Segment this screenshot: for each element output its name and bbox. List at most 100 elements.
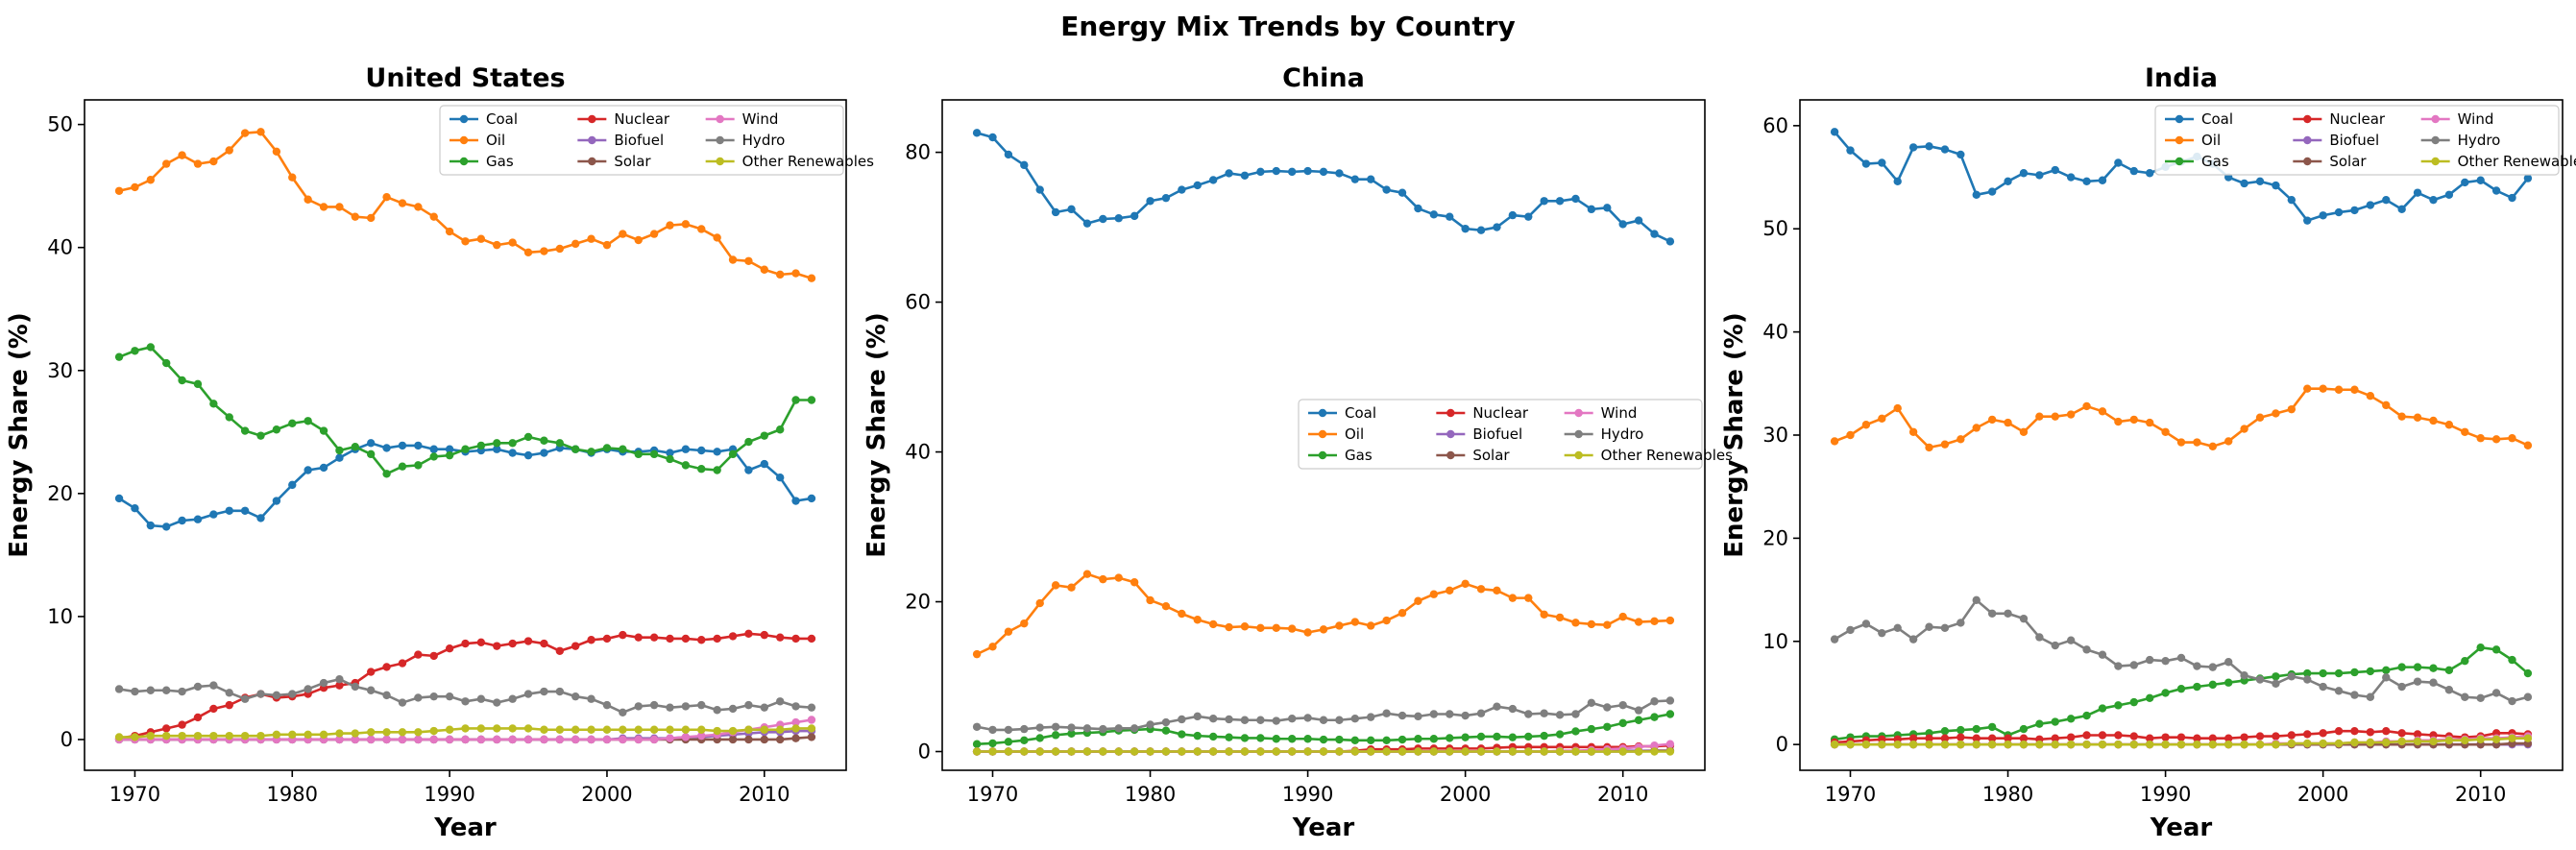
- data-point: [272, 730, 281, 740]
- data-point: [1429, 210, 1439, 219]
- data-point: [1051, 747, 1060, 756]
- data-point: [1256, 747, 1265, 756]
- data-point: [461, 735, 470, 744]
- data-point: [1940, 623, 1950, 633]
- data-point: [2035, 740, 2044, 749]
- data-point: [461, 724, 470, 733]
- data-point: [476, 441, 486, 450]
- data-point: [366, 439, 376, 448]
- data-point: [972, 740, 982, 748]
- data-point: [1476, 747, 1486, 756]
- data-point: [744, 437, 753, 447]
- data-point: [1082, 570, 1092, 578]
- legend: Coal Oil Gas Nuclear Biofuel Solar Wind Hydro Ot…: [439, 105, 874, 176]
- data-point: [114, 733, 124, 741]
- data-point: [634, 725, 643, 734]
- data-point: [131, 733, 139, 741]
- data-point: [602, 634, 612, 644]
- data-point: [728, 704, 738, 714]
- data-point: [1571, 710, 1580, 718]
- x-axis-label: Year: [2150, 814, 2213, 842]
- data-point: [382, 735, 391, 744]
- data-point: [972, 722, 982, 731]
- legend-item-hydro: Hydro: [705, 132, 785, 149]
- data-point: [1429, 735, 1439, 743]
- data-point: [1603, 204, 1612, 212]
- data-point: [523, 690, 533, 698]
- data-point: [1571, 727, 1580, 736]
- data-point: [1067, 583, 1076, 592]
- data-point: [2114, 158, 2123, 167]
- data-point: [1908, 427, 1918, 436]
- data-point: [1571, 747, 1580, 756]
- data-point: [1350, 175, 1360, 183]
- data-point: [193, 682, 203, 692]
- data-point: [2129, 732, 2138, 741]
- data-point: [666, 725, 674, 734]
- data-point: [2066, 740, 2076, 749]
- data-point: [1908, 635, 1918, 644]
- data-point: [1940, 734, 1950, 742]
- data-point: [1878, 628, 1886, 638]
- data-point: [1972, 424, 1981, 432]
- data-point: [2476, 176, 2485, 184]
- data-point: [807, 724, 816, 733]
- data-point: [2004, 734, 2012, 742]
- data-point: [1446, 586, 1454, 595]
- data-point: [1335, 747, 1344, 756]
- legend-item-oil: Oil: [450, 132, 505, 149]
- data-point: [1225, 747, 1233, 756]
- data-point: [1618, 700, 1627, 710]
- data-point: [1650, 230, 1659, 238]
- data-point: [1287, 747, 1297, 756]
- data-point: [681, 461, 691, 470]
- data-point: [1240, 716, 1250, 724]
- data-point: [2161, 740, 2170, 749]
- data-point: [2523, 668, 2533, 678]
- legend-item-oil: Oil: [2165, 132, 2221, 149]
- data-point: [1335, 169, 1344, 178]
- data-point: [760, 265, 768, 274]
- series-other-renewables: [1830, 734, 2533, 749]
- data-point: [1225, 733, 1233, 741]
- data-point: [728, 735, 738, 744]
- data-point: [225, 506, 233, 515]
- data-point: [791, 269, 800, 278]
- data-point: [2491, 186, 2501, 195]
- data-point: [225, 413, 233, 422]
- data-point: [807, 716, 816, 724]
- data-point: [523, 450, 533, 460]
- data-point: [791, 396, 800, 404]
- legend-swatch-marker: [1446, 408, 1455, 418]
- legend-swatch-marker: [2303, 135, 2312, 145]
- data-point: [1878, 158, 1886, 167]
- data-point: [1114, 573, 1123, 582]
- data-point: [1146, 747, 1154, 756]
- data-point: [1555, 747, 1565, 756]
- data-point: [1493, 747, 1501, 756]
- data-point: [1319, 735, 1328, 744]
- data-point: [1020, 736, 1029, 744]
- data-point: [1446, 734, 1454, 742]
- legend-item-solar: Solar: [2293, 153, 2367, 170]
- data-point: [555, 687, 565, 696]
- data-point: [366, 735, 376, 744]
- data-point: [587, 636, 595, 644]
- legend-swatch-marker: [1574, 408, 1583, 418]
- data-point: [791, 497, 800, 505]
- data-point: [193, 515, 203, 523]
- data-point: [760, 725, 768, 734]
- data-point: [1004, 150, 1013, 159]
- data-point: [1540, 747, 1548, 756]
- data-point: [256, 431, 265, 440]
- data-point: [1367, 713, 1375, 721]
- data-point: [2508, 696, 2516, 706]
- data-point: [523, 248, 533, 257]
- data-point: [2350, 668, 2359, 677]
- data-point: [681, 725, 691, 734]
- series-wind: [114, 716, 816, 744]
- data-point: [728, 449, 738, 459]
- legend-label: Biofuel: [2329, 132, 2379, 149]
- data-point: [1130, 211, 1139, 221]
- data-point: [2382, 401, 2391, 410]
